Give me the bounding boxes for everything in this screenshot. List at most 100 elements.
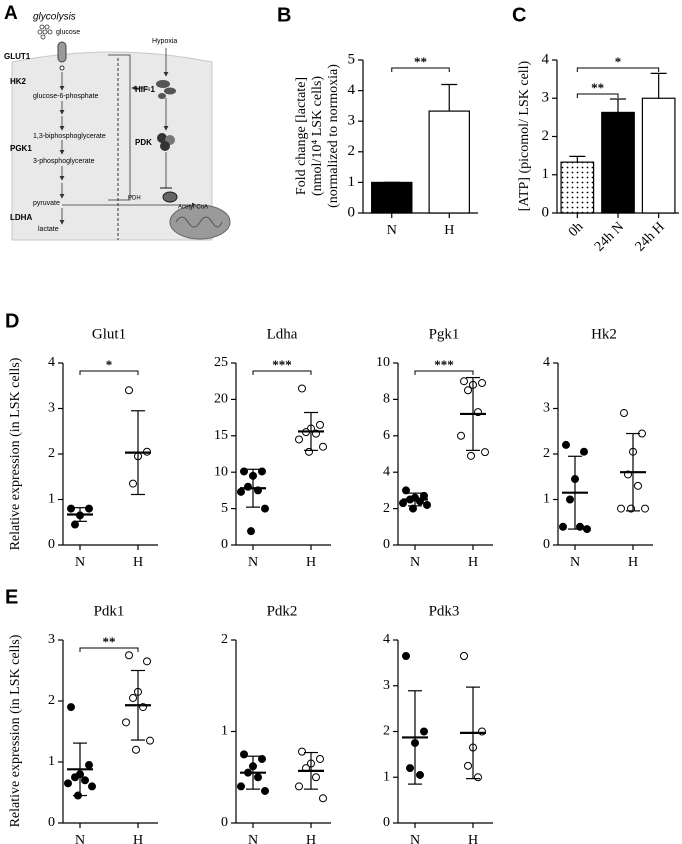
pdh-icon xyxy=(162,191,178,203)
data-point xyxy=(416,770,424,779)
y-tick-label: 0 xyxy=(48,815,55,830)
y-tick-label: 1 xyxy=(48,492,55,507)
data-point xyxy=(240,467,248,476)
significance-label: ** xyxy=(103,634,116,649)
y-tick-label: 0 xyxy=(221,537,228,552)
data-point xyxy=(85,761,93,770)
panel-label: C xyxy=(512,4,526,26)
y-axis-label: Relative expression (in LSK cells) xyxy=(8,357,23,550)
data-point xyxy=(464,761,472,770)
data-point xyxy=(312,773,320,782)
data-point xyxy=(125,386,133,395)
y-tick-label: 4 xyxy=(48,355,55,370)
data-point xyxy=(237,782,245,791)
data-point xyxy=(129,479,137,488)
x-tick-label: H xyxy=(468,555,478,570)
data-point xyxy=(566,495,574,504)
regulator-label: HIF-1 xyxy=(135,85,156,94)
y-tick-label: 3 xyxy=(48,401,55,416)
y-tick-label: 1 xyxy=(542,166,550,182)
data-point xyxy=(240,750,248,759)
metabolite-label: 1,3-biphosphoglycerate xyxy=(33,133,106,140)
significance-label: *** xyxy=(272,357,292,372)
metabolite-label: 3-phosphoglycerate xyxy=(33,158,95,165)
significance-bracket xyxy=(79,647,139,652)
significance-bracket xyxy=(79,370,139,375)
significance-label: * xyxy=(106,357,113,372)
data-point xyxy=(583,525,591,534)
x-tick-label: N xyxy=(410,555,420,570)
x-tick-label: H xyxy=(306,555,316,570)
data-point xyxy=(146,736,154,745)
data-point xyxy=(316,754,324,763)
y-tick-label: 5 xyxy=(221,501,228,516)
data-point xyxy=(467,451,475,460)
data-point xyxy=(71,520,79,529)
data-point xyxy=(464,386,472,395)
y-axis-label: (nmol/10⁴ LSK cells) xyxy=(310,76,325,196)
data-point xyxy=(261,504,269,513)
data-point xyxy=(617,504,625,513)
y-tick-label: 2 xyxy=(48,446,55,461)
y-tick-label: 0 xyxy=(48,537,55,552)
y-tick-label: 0 xyxy=(221,815,228,830)
y-tick-label: 3 xyxy=(543,401,550,416)
data-point xyxy=(474,773,482,782)
panel-label: E xyxy=(5,586,18,608)
data-point xyxy=(247,527,255,536)
y-tick-label: 2 xyxy=(48,693,55,708)
y-tick-label: 3 xyxy=(542,90,550,106)
y-tick-label: 2 xyxy=(383,724,390,739)
pdk-icon xyxy=(157,133,175,151)
regulator-label: PDK xyxy=(135,138,152,147)
data-point xyxy=(580,447,588,456)
data-point xyxy=(258,754,266,763)
glucose-icon xyxy=(37,24,53,40)
data-point xyxy=(298,384,306,393)
chart-title: Pgk1 xyxy=(429,326,460,342)
data-point xyxy=(478,379,486,388)
glucose-icon xyxy=(59,65,65,71)
significance-bracket xyxy=(252,370,312,375)
x-tick-label: N xyxy=(248,555,258,570)
y-tick-label: 5 xyxy=(348,51,356,67)
enzyme-label: GLUT1 xyxy=(4,52,31,61)
data-point xyxy=(85,504,93,513)
chart-title: Ldha xyxy=(267,326,298,342)
data-point xyxy=(143,657,151,666)
significance-label: ** xyxy=(591,80,604,95)
data-point xyxy=(122,718,130,727)
significance-label: *** xyxy=(434,357,454,372)
y-tick-label: 8 xyxy=(383,392,390,407)
data-point xyxy=(67,703,75,712)
data-point xyxy=(81,776,89,785)
x-tick-label: H xyxy=(133,833,143,844)
data-point xyxy=(258,467,266,476)
chart-title: Pdk3 xyxy=(429,603,460,619)
enzyme-label: LDHA xyxy=(10,213,32,222)
data-point xyxy=(71,773,79,782)
y-tick-label: 25 xyxy=(214,355,228,370)
panel-label: D xyxy=(5,310,19,332)
data-point xyxy=(319,794,327,803)
data-point xyxy=(460,652,468,661)
data-point xyxy=(64,779,72,788)
data-point xyxy=(559,522,567,531)
x-tick-label: N xyxy=(410,833,420,844)
chart-title: Pdk2 xyxy=(267,603,298,619)
panel-label: A xyxy=(4,3,18,24)
y-tick-label: 2 xyxy=(348,143,356,159)
significance-bracket xyxy=(576,67,660,72)
x-tick-label: 24h N xyxy=(592,219,627,254)
x-tick-label: 0h xyxy=(566,219,587,240)
stimulus-label: Hypoxia xyxy=(152,38,177,45)
data-point xyxy=(129,693,137,702)
x-tick-label: H xyxy=(468,833,478,844)
x-tick-label: H xyxy=(133,555,143,570)
y-axis-label: (normalized to normoxia) xyxy=(326,64,341,208)
bar xyxy=(560,161,595,214)
y-tick-label: 10 xyxy=(376,355,390,370)
regulator-label: PDH xyxy=(128,196,141,202)
bar xyxy=(641,97,676,214)
y-tick-label: 3 xyxy=(383,678,390,693)
